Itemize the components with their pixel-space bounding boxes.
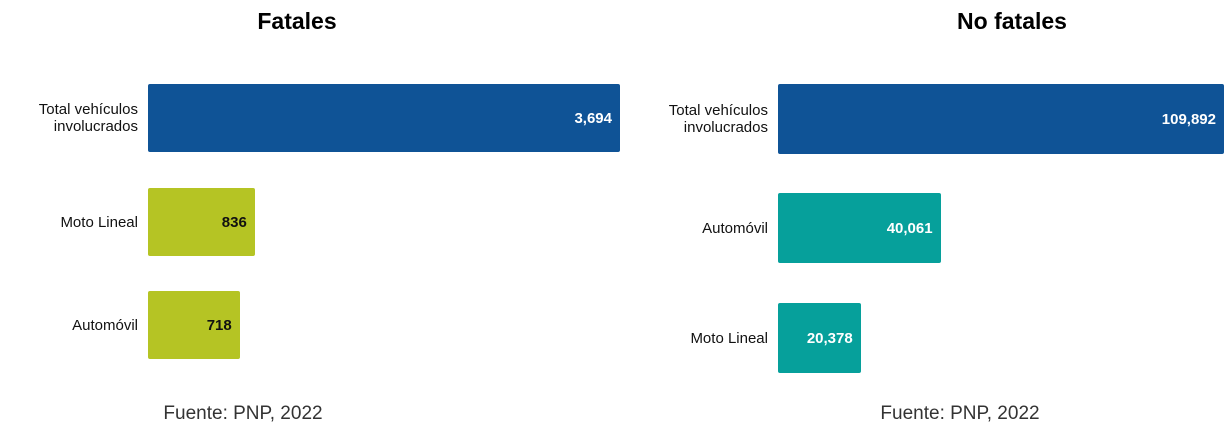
value-label: 718: [206, 316, 232, 334]
category-label: Automóvil: [72, 316, 138, 334]
source: Fuente: PNP, 2022: [880, 403, 1040, 424]
bar: [778, 303, 861, 373]
bar: [148, 291, 240, 359]
bar: [148, 188, 255, 256]
value-label: 3,694: [574, 109, 612, 127]
category-label: Automóvil: [702, 219, 768, 237]
value-label: 40,061: [886, 219, 933, 237]
category-label: Moto Lineal: [690, 329, 768, 347]
value-label: 109,892: [1161, 110, 1216, 128]
value-label: 20,378: [806, 329, 853, 347]
category-label: Total vehículos involucrados: [668, 102, 768, 136]
bar: [778, 193, 941, 263]
category-label: Total vehículos involucrados: [38, 101, 138, 135]
category-label: Moto Lineal: [60, 213, 138, 231]
value-label: 836: [221, 213, 247, 231]
chart-title: Fatales: [257, 8, 337, 34]
bar: [148, 84, 620, 152]
chart-title: No fatales: [957, 8, 1067, 34]
source: Fuente: PNP, 2022: [163, 403, 323, 424]
bar: [778, 84, 1224, 154]
